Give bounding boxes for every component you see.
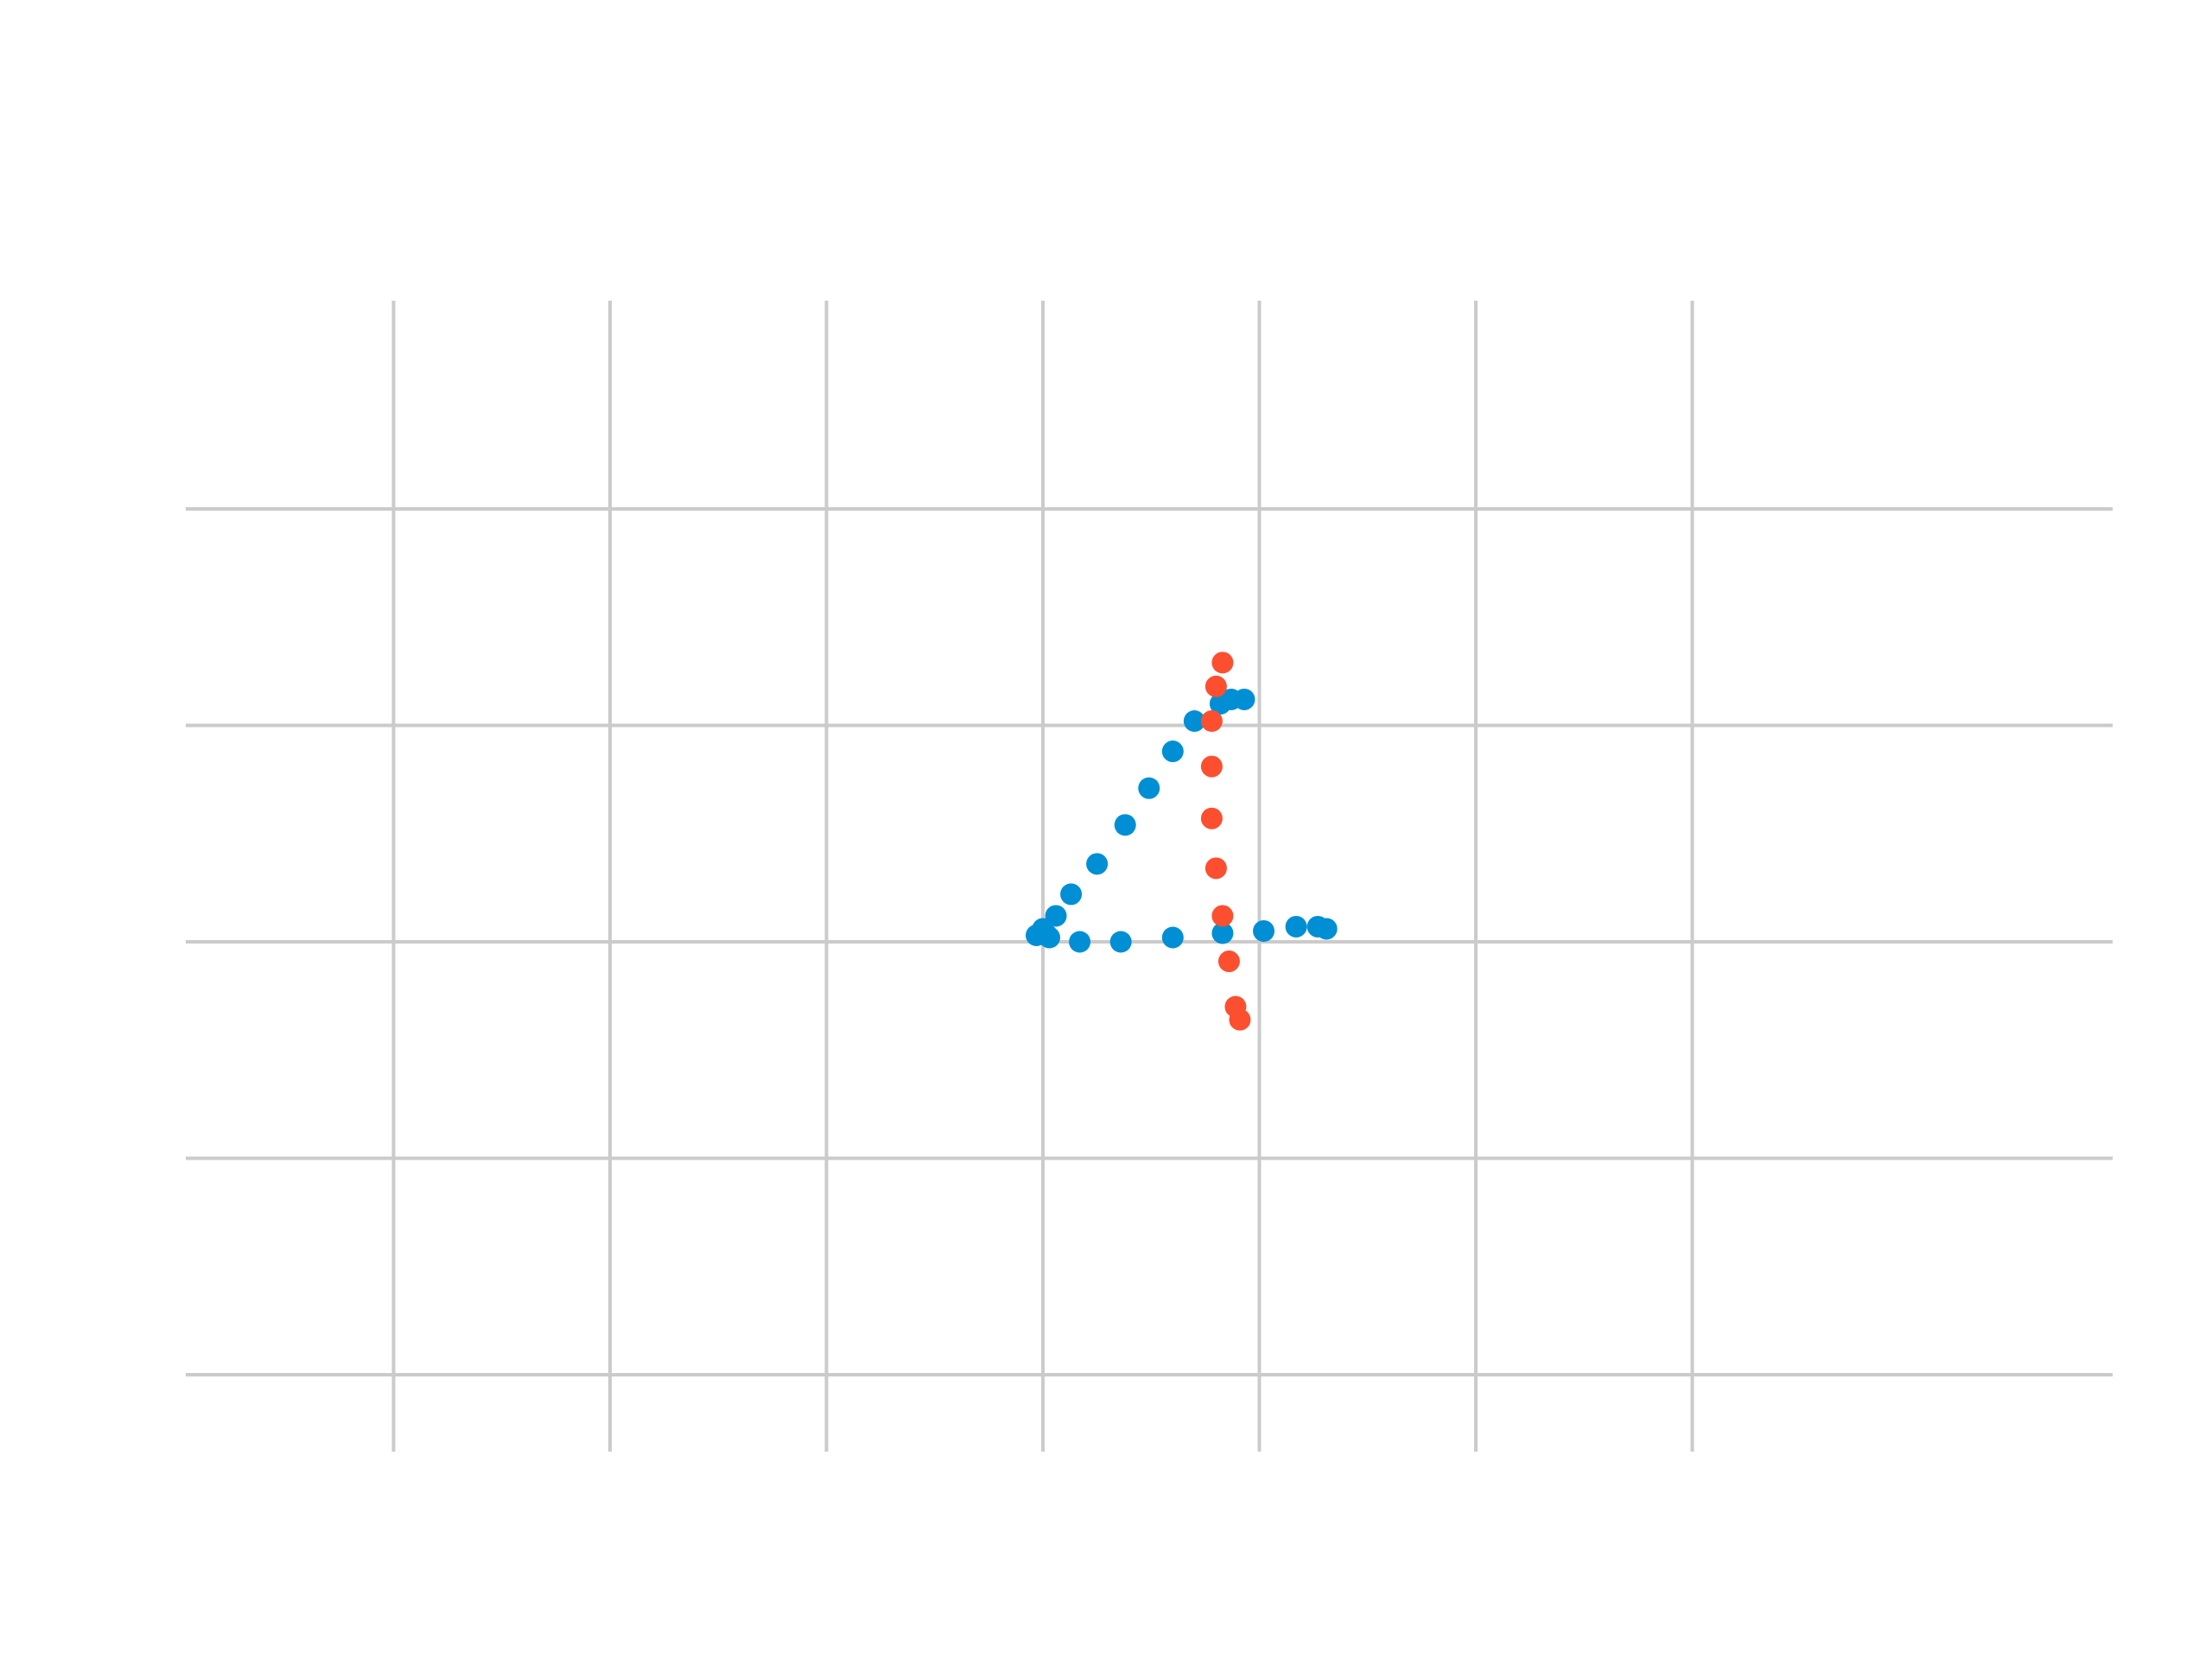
data-point	[1233, 688, 1255, 710]
data-point	[1205, 675, 1227, 697]
data-point	[1060, 883, 1083, 906]
data-point	[1036, 924, 1058, 946]
series-1	[1025, 688, 1338, 953]
data-point	[1285, 915, 1307, 938]
data-point	[1211, 652, 1234, 674]
data-point	[1200, 709, 1223, 732]
data-point	[1161, 926, 1184, 949]
data-point	[1229, 1008, 1251, 1031]
data-points	[1025, 652, 1338, 1031]
data-point	[1045, 905, 1067, 927]
data-point	[1211, 922, 1234, 944]
data-point	[1114, 814, 1136, 836]
grid	[186, 301, 2113, 1452]
data-point	[1315, 918, 1338, 940]
data-point	[1200, 755, 1223, 778]
data-point	[1069, 931, 1091, 953]
data-point	[1086, 853, 1109, 875]
series-2	[1200, 652, 1251, 1031]
data-point	[1217, 950, 1240, 973]
data-point	[1183, 709, 1205, 732]
data-point	[1109, 931, 1132, 953]
data-point	[1200, 807, 1223, 830]
data-point	[1253, 919, 1275, 942]
data-point	[1161, 741, 1184, 763]
data-point	[1211, 905, 1234, 927]
data-point	[1138, 777, 1160, 799]
data-point	[1205, 857, 1227, 880]
